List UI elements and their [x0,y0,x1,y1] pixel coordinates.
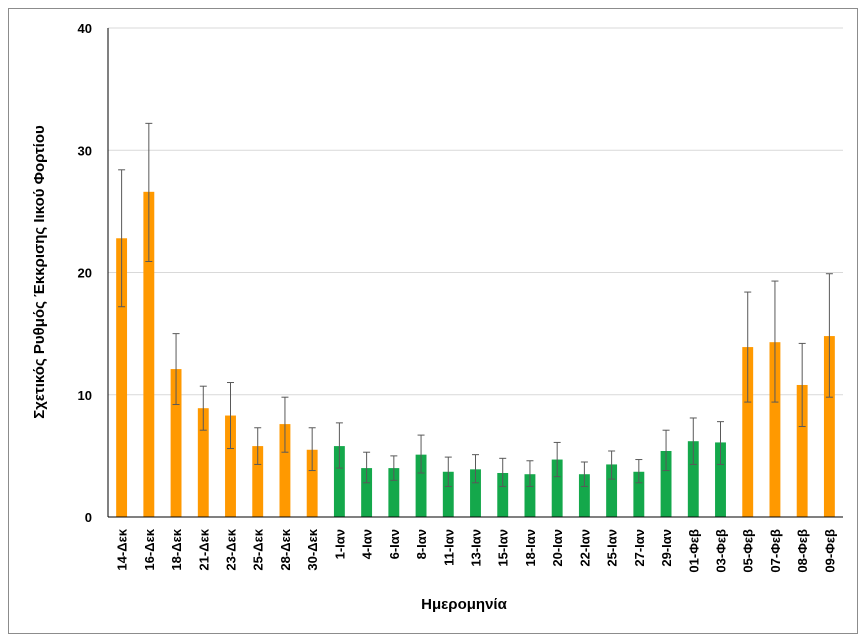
error-bar-21 [689,417,697,465]
x-axis-title: Ημερομηνία [421,596,507,613]
error-bars [118,122,833,487]
x-tick-label-11: 8-Ιαν [414,529,429,559]
error-bar-6 [281,396,289,453]
bar-23 [742,347,754,517]
x-tick-label-18: 25-Ιαν [605,529,620,567]
error-bar-0 [118,169,126,308]
bar-14 [497,472,509,517]
y-axis-title: Σχετικός Ρυθμός Έκκρισης Ιικού Φορτίου [31,125,48,419]
x-tick-label-1: 16-Δεκ [142,528,157,570]
error-bar-1 [145,122,153,262]
bar-20 [660,450,672,517]
error-bar-14 [499,457,507,487]
x-tick-label-15: 18-Ιαν [523,529,538,567]
bar-2 [170,369,182,517]
x-tick-label-5: 25-Δεκ [251,528,266,570]
bar-19 [633,471,645,517]
bar-26 [823,336,835,517]
error-bar-2 [172,333,180,406]
y-tick-label-40: 40 [78,21,92,36]
error-bar-3 [199,385,207,431]
error-bar-24 [771,280,779,403]
bar-12 [442,471,454,517]
bar-18 [606,464,618,517]
x-tick-label-3: 21-Δεκ [196,528,211,570]
x-tick-label-14: 15-Ιαν [496,529,511,567]
bar-9 [361,468,373,517]
error-bar-11 [417,434,425,474]
x-tick-label-6: 28-Δεκ [278,528,293,570]
y-tick-label-20: 20 [78,266,92,281]
bar-6 [279,424,291,517]
x-tick-label-25: 08-Φεβ [795,529,810,573]
x-tick-label-16: 20-Ιαν [550,529,565,567]
x-tick-label-20: 29-Ιαν [659,529,674,567]
x-tick-label-24: 07-Φεβ [768,529,783,573]
bar-17 [578,474,590,517]
x-tick-label-13: 13-Ιαν [469,529,484,567]
bar-11 [415,454,427,517]
error-bar-5 [254,427,262,465]
x-tick-labels: 14-Δεκ 16-Δεκ 18-Δεκ 21-Δεκ 23-Δεκ 25-Δεκ 28-Δ… [115,528,838,572]
x-tick-label-21: 01-Φεβ [686,529,701,573]
error-bar-7 [308,427,316,472]
error-bar-16 [553,441,561,478]
error-bar-23 [744,291,752,403]
x-tick-label-8: 1-Ιαν [332,529,347,559]
bar-24 [769,342,781,517]
y-tick-label-0: 0 [85,510,92,525]
bar-21 [687,441,699,517]
error-bar-25 [798,342,806,428]
bar-8 [333,446,345,517]
error-bar-15 [526,460,534,487]
bar-10 [388,468,400,517]
y-tick-label-10: 10 [78,388,92,403]
x-tick-label-2: 18-Δεκ [169,528,184,570]
x-tick-label-17: 22-Ιαν [577,529,592,567]
bar-3 [197,408,209,517]
error-bar-12 [444,456,452,487]
error-bar-19 [635,459,643,484]
bar-25 [796,384,808,517]
error-bar-26 [825,273,833,398]
error-bar-8 [335,422,343,469]
error-bar-13 [472,454,479,484]
y-tick-labels: 0 10 20 30 40 [78,21,92,525]
error-bar-9 [363,451,371,484]
error-bar-4 [227,382,234,450]
x-tick-label-9: 4-Ιαν [360,529,375,559]
x-tick-label-10: 6-Ιαν [387,529,402,559]
bars [116,191,835,517]
error-bar-10 [390,455,398,481]
x-tick-label-19: 27-Ιαν [632,529,647,567]
error-bar-20 [662,429,670,472]
x-tick-label-4: 23-Δεκ [224,528,239,570]
axes [107,28,843,518]
error-bar-17 [580,461,588,487]
x-tick-label-0: 14-Δεκ [115,528,130,570]
bar-13 [470,469,481,517]
y-tick-label-30: 30 [78,143,92,158]
x-tick-label-22: 03-Φεβ [714,529,729,573]
gridlines [108,27,843,396]
x-tick-label-26: 09-Φεβ [822,529,837,573]
bar-0 [116,238,128,517]
bar-15 [524,474,536,517]
x-tick-label-7: 30-Δεκ [305,528,320,570]
bar-7 [306,449,318,517]
bar-1 [143,191,155,517]
bar-22 [715,442,726,517]
bar-16 [551,459,563,517]
error-bar-22 [717,421,724,465]
x-tick-label-23: 05-Φεβ [741,529,756,573]
x-tick-label-12: 11-Ιαν [441,529,456,566]
error-bar-18 [608,450,616,480]
bar-4 [225,415,236,517]
bar-5 [252,446,264,517]
